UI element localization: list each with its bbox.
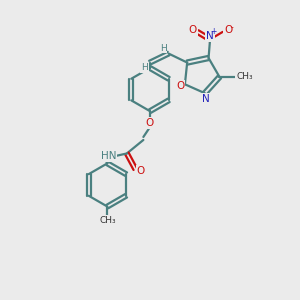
Text: HN: HN xyxy=(100,152,116,161)
Text: N: N xyxy=(206,32,214,41)
Text: O: O xyxy=(146,118,154,128)
Text: O: O xyxy=(189,26,197,35)
Text: O: O xyxy=(136,166,145,176)
Text: O: O xyxy=(224,26,232,35)
Text: CH₃: CH₃ xyxy=(236,72,253,81)
Text: H: H xyxy=(141,64,148,73)
Text: N: N xyxy=(202,94,210,103)
Text: +: + xyxy=(211,26,217,35)
Text: H: H xyxy=(160,44,166,53)
Text: -: - xyxy=(231,23,234,32)
Text: O: O xyxy=(176,81,184,91)
Text: CH₃: CH₃ xyxy=(99,216,116,225)
